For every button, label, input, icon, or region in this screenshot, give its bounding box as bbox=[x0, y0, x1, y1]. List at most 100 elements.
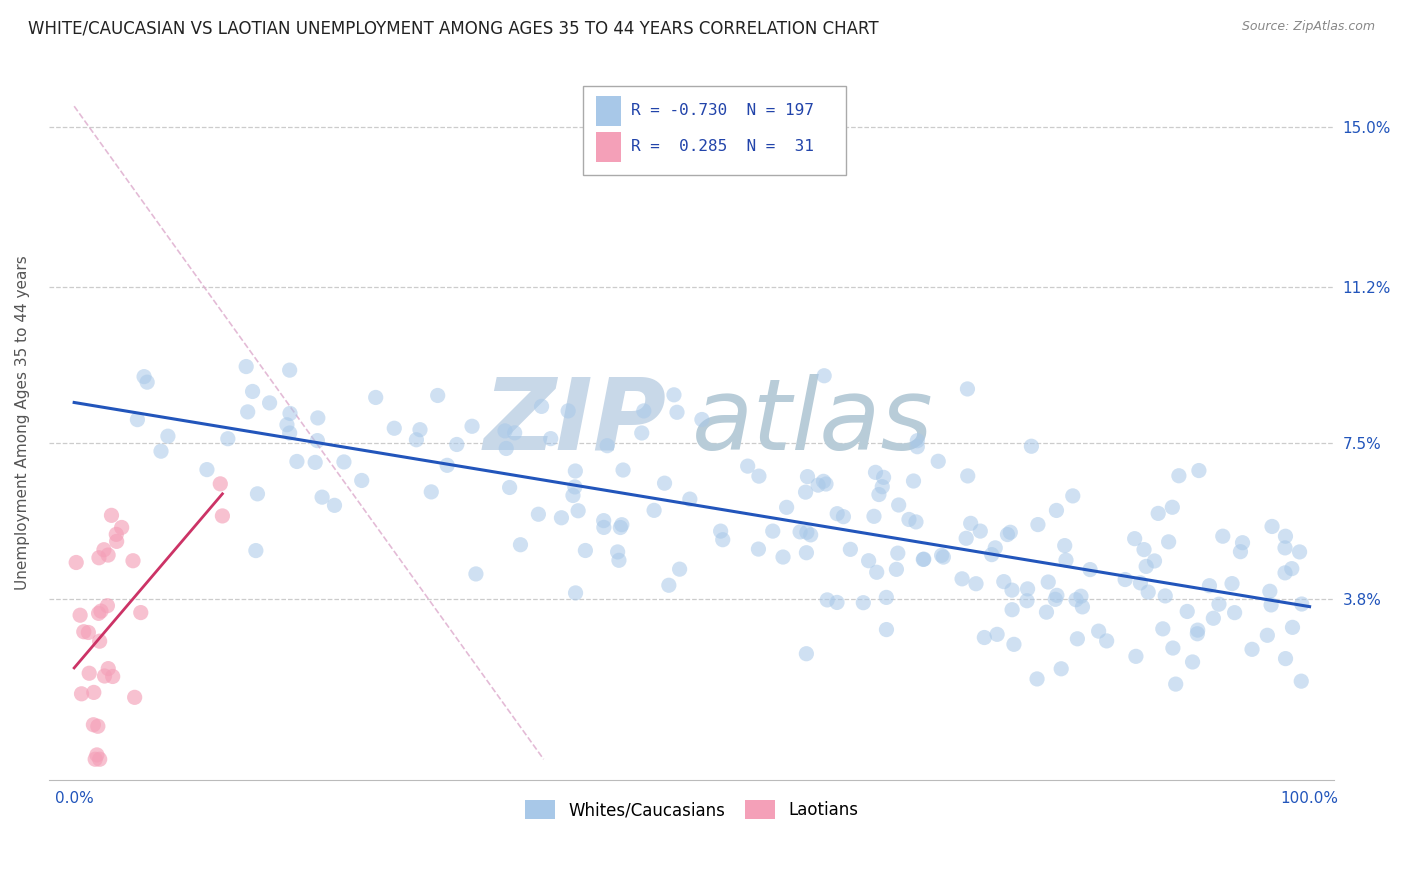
Point bbox=[124, 690, 146, 705]
Point bbox=[461, 419, 484, 434]
Point bbox=[1002, 637, 1025, 651]
Point bbox=[955, 531, 977, 545]
Point bbox=[70, 687, 93, 701]
Point bbox=[69, 608, 91, 623]
Point bbox=[574, 543, 596, 558]
Point bbox=[132, 369, 155, 384]
Point bbox=[97, 662, 120, 676]
Point bbox=[690, 412, 713, 426]
Point bbox=[156, 429, 179, 443]
Point bbox=[1125, 649, 1147, 664]
Point bbox=[1202, 611, 1225, 625]
Point bbox=[865, 466, 887, 480]
Point bbox=[209, 476, 232, 491]
Point bbox=[77, 666, 100, 681]
Point bbox=[1078, 563, 1101, 577]
Point bbox=[1071, 599, 1094, 614]
Point bbox=[73, 624, 96, 639]
Point bbox=[242, 384, 264, 399]
Point bbox=[1223, 606, 1246, 620]
Point bbox=[1087, 624, 1109, 639]
Point bbox=[1129, 575, 1152, 590]
Point bbox=[1161, 500, 1184, 515]
Point bbox=[984, 541, 1007, 555]
Point bbox=[350, 474, 373, 488]
Point bbox=[897, 512, 920, 526]
Point bbox=[1147, 507, 1170, 521]
Point bbox=[887, 498, 910, 512]
Point bbox=[1164, 677, 1187, 691]
Point bbox=[1260, 598, 1282, 612]
Point bbox=[1289, 674, 1312, 689]
Point bbox=[1157, 534, 1180, 549]
Point bbox=[323, 499, 346, 513]
Point bbox=[607, 553, 630, 567]
Point bbox=[129, 606, 152, 620]
Point bbox=[606, 545, 628, 559]
Point bbox=[993, 574, 1015, 589]
Point bbox=[912, 552, 935, 566]
Point bbox=[498, 480, 520, 494]
Point bbox=[97, 548, 120, 562]
Point bbox=[217, 432, 239, 446]
Point bbox=[245, 543, 267, 558]
Point bbox=[747, 542, 769, 557]
Point bbox=[136, 375, 159, 389]
Point bbox=[564, 480, 586, 494]
Point bbox=[905, 440, 928, 454]
Text: WHITE/CAUCASIAN VS LAOTIAN UNEMPLOYMENT AMONG AGES 35 TO 44 YEARS CORRELATION CH: WHITE/CAUCASIAN VS LAOTIAN UNEMPLOYMENT … bbox=[28, 20, 879, 37]
Point bbox=[969, 524, 991, 538]
Point bbox=[1187, 623, 1209, 637]
Point bbox=[633, 404, 655, 418]
Point bbox=[643, 503, 665, 517]
Point bbox=[1026, 517, 1049, 532]
Point bbox=[93, 542, 115, 557]
Point bbox=[825, 595, 848, 609]
Point bbox=[654, 476, 676, 491]
Point bbox=[887, 546, 910, 560]
Point bbox=[307, 411, 329, 425]
Point bbox=[796, 469, 818, 483]
Point bbox=[832, 509, 855, 524]
Point bbox=[950, 572, 973, 586]
Point bbox=[82, 717, 104, 731]
Point bbox=[1045, 592, 1067, 607]
Point bbox=[662, 388, 685, 402]
Point bbox=[405, 433, 427, 447]
Point bbox=[278, 425, 301, 440]
Point bbox=[409, 423, 432, 437]
Point bbox=[668, 562, 690, 576]
Point bbox=[557, 404, 579, 418]
Point bbox=[1198, 579, 1220, 593]
Point bbox=[259, 396, 281, 410]
Point bbox=[1053, 539, 1076, 553]
Point bbox=[868, 487, 890, 501]
Point bbox=[1050, 662, 1073, 676]
Point bbox=[1261, 519, 1284, 533]
Point bbox=[1281, 561, 1303, 575]
Point bbox=[311, 490, 333, 504]
Point bbox=[1167, 468, 1189, 483]
Point bbox=[211, 508, 233, 523]
Point bbox=[1038, 574, 1060, 589]
Point bbox=[1114, 573, 1136, 587]
Point bbox=[495, 442, 517, 456]
Point bbox=[77, 625, 100, 640]
Point bbox=[630, 425, 652, 440]
Point bbox=[813, 475, 835, 489]
Text: R = -0.730  N = 197: R = -0.730 N = 197 bbox=[631, 103, 814, 118]
Point bbox=[1143, 554, 1166, 568]
Point bbox=[246, 487, 269, 501]
Point bbox=[986, 627, 1008, 641]
Point bbox=[540, 432, 562, 446]
Point bbox=[932, 550, 955, 565]
Point bbox=[814, 477, 837, 491]
Y-axis label: Unemployment Among Ages 35 to 44 years: Unemployment Among Ages 35 to 44 years bbox=[15, 255, 30, 590]
Point bbox=[658, 578, 681, 592]
Point bbox=[1175, 604, 1198, 618]
Point bbox=[1281, 620, 1303, 634]
Point bbox=[592, 520, 614, 534]
Text: R =  0.285  N =  31: R = 0.285 N = 31 bbox=[631, 139, 814, 154]
Point bbox=[711, 533, 734, 547]
Point bbox=[65, 556, 87, 570]
